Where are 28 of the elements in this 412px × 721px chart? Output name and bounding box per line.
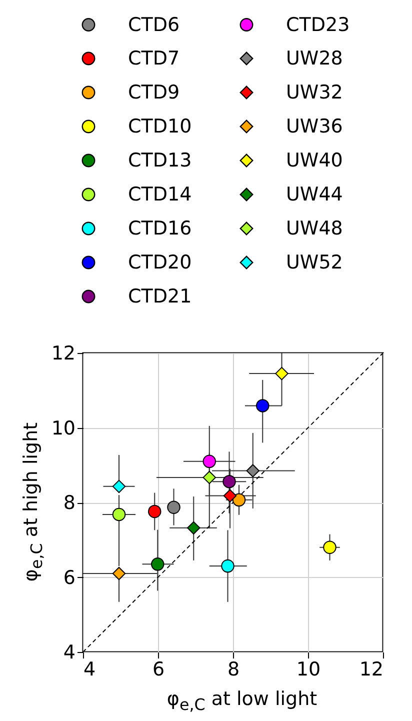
y-tick-label: 10 [51,417,76,440]
x-tick-label: 10 [296,658,321,680]
legend-label: UW32 [286,82,343,104]
legend-label: CTD20 [128,252,192,274]
legend-label: UW48 [286,218,343,240]
legend-label: CTD13 [128,150,192,172]
legend-label: CTD16 [128,218,192,240]
x-tick-label: 12 [359,658,384,680]
x-tick-label: 6 [152,658,165,680]
legend-label: UW36 [286,116,343,138]
legend-label: CTD9 [128,82,180,104]
legend-label: UW52 [286,252,343,274]
legend-label: CTD7 [128,48,180,70]
legend-label: CTD23 [286,14,350,36]
legend-label: CTD21 [128,286,192,308]
legend-label: UW28 [286,48,343,70]
legend-label: CTD14 [128,184,192,206]
x-axis-title: φ$_{e,C}$ at low light [166,688,318,714]
legend-label: UW44 [286,184,343,206]
x-tick-label: 4 [84,658,96,680]
legend-label: CTD6 [128,14,180,36]
legend-label: UW40 [286,150,343,172]
y-tick-label: 8 [63,492,76,514]
y-tick-label: 6 [63,566,76,589]
y-tick-label: 12 [51,342,76,364]
y-tick-label: 4 [63,642,76,664]
legend-label: CTD10 [128,116,192,138]
x-tick-label: 8 [227,658,240,680]
